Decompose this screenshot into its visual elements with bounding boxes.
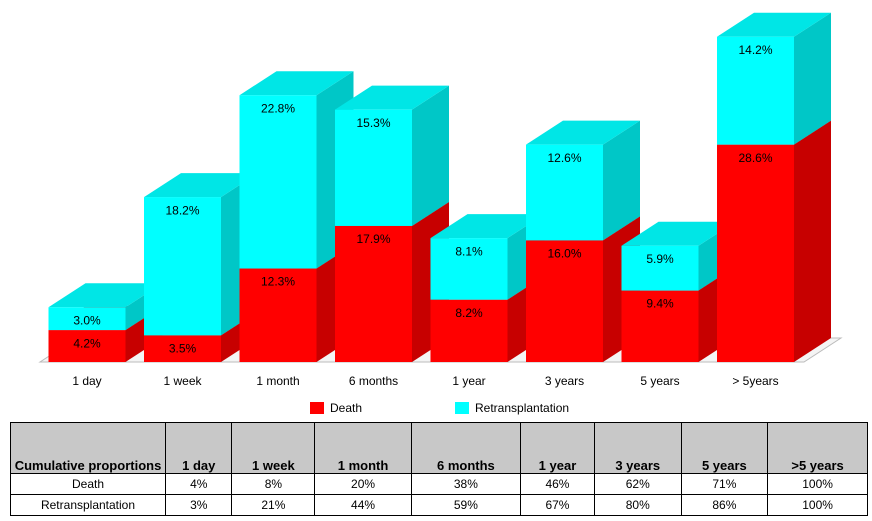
bar bbox=[144, 335, 221, 362]
value-label: 22.8% bbox=[261, 101, 295, 115]
header-cell: 6 months bbox=[410, 422, 521, 474]
x-tick-label: 6 months bbox=[349, 374, 398, 388]
bar bbox=[335, 109, 412, 226]
bar-top bbox=[430, 214, 545, 239]
legend-swatch bbox=[310, 402, 324, 414]
value-label: 3.0% bbox=[73, 313, 101, 327]
table-cell: 59% bbox=[410, 494, 521, 516]
x-tick-label: 1 month bbox=[256, 374, 299, 388]
table-cell: 21% bbox=[231, 494, 316, 516]
bar bbox=[430, 238, 508, 300]
bar-side bbox=[794, 12, 831, 145]
x-tick-label: 1 day bbox=[72, 374, 101, 388]
table-cell: 67% bbox=[519, 494, 595, 516]
chart: 4.2% 3.0% 1 day 3.5% 18.2% 1 week 12.3% 22.8% 1 … bbox=[38, 12, 843, 415]
table-cell: 3% bbox=[164, 494, 233, 516]
bar bbox=[621, 290, 699, 362]
legend-swatch bbox=[455, 402, 469, 414]
header-cell: 1 week bbox=[231, 422, 316, 474]
value-label: 8.2% bbox=[455, 306, 483, 320]
summary-table: Cumulative proportions 1 day 1 week 1 month… bbox=[10, 422, 868, 516]
table-cell: 46% bbox=[519, 473, 595, 495]
value-label: 9.4% bbox=[646, 297, 674, 311]
value-label: 14.2% bbox=[738, 43, 772, 57]
value-label: 15.3% bbox=[356, 116, 390, 130]
table-body: Death 4% 8% 20% 38% 46% 62% 71% 100% Retransplant… bbox=[10, 473, 868, 516]
legend-label: Death bbox=[330, 401, 362, 415]
bar bbox=[239, 95, 317, 269]
bar bbox=[48, 330, 126, 362]
header-cell: 1 year bbox=[519, 422, 595, 474]
table-cell: 100% bbox=[767, 494, 868, 516]
bar bbox=[717, 144, 794, 362]
table-cell: 20% bbox=[314, 473, 412, 495]
bar bbox=[239, 268, 317, 362]
value-label: 16.0% bbox=[547, 247, 581, 261]
header-cell: Cumulative proportions bbox=[10, 422, 166, 474]
x-tick-label: > 5years bbox=[732, 374, 778, 388]
bar-top bbox=[144, 173, 258, 198]
legend-label: Retransplantation bbox=[475, 401, 569, 415]
bar bbox=[717, 36, 794, 145]
table-cell: Death bbox=[10, 473, 166, 495]
bar-top bbox=[239, 71, 354, 96]
bar-top bbox=[48, 283, 163, 308]
value-label: 17.9% bbox=[356, 232, 390, 246]
bar bbox=[621, 245, 699, 291]
bar-side bbox=[412, 85, 449, 226]
table-cell: 86% bbox=[680, 494, 769, 516]
value-label: 18.2% bbox=[165, 203, 199, 217]
table-cell: 38% bbox=[410, 473, 521, 495]
value-label: 8.1% bbox=[455, 244, 483, 258]
bar bbox=[48, 307, 126, 331]
table-cell: 8% bbox=[231, 473, 316, 495]
header-cell: 1 month bbox=[314, 422, 412, 474]
table-cell: Retransplantation bbox=[10, 494, 166, 516]
table-cell: 80% bbox=[593, 494, 682, 516]
header-cell: 5 years bbox=[680, 422, 769, 474]
table-cell: 100% bbox=[767, 473, 868, 495]
table-cell: 71% bbox=[680, 473, 769, 495]
value-label: 5.9% bbox=[646, 252, 674, 266]
bar-top bbox=[717, 12, 831, 37]
value-label: 4.2% bbox=[73, 336, 101, 350]
bar bbox=[430, 299, 508, 362]
bar bbox=[526, 144, 603, 241]
value-label: 12.6% bbox=[547, 151, 581, 165]
table-row: Retransplantation 3% 21% 44% 59% 67% 80% 86% 100… bbox=[10, 494, 868, 516]
bar-top bbox=[621, 221, 736, 246]
bar bbox=[526, 240, 603, 362]
value-label: 12.3% bbox=[261, 275, 295, 289]
header-cell: 3 years bbox=[593, 422, 682, 474]
table-row: Death 4% 8% 20% 38% 46% 62% 71% 100% bbox=[10, 473, 868, 495]
header-cell: >5 years bbox=[767, 422, 868, 474]
header-row: Cumulative proportions 1 day 1 week 1 month… bbox=[10, 422, 868, 474]
table-cell: 62% bbox=[593, 473, 682, 495]
value-label: 28.6% bbox=[738, 151, 772, 165]
x-tick-label: 5 years bbox=[640, 374, 679, 388]
bar-top bbox=[526, 120, 640, 145]
bar bbox=[144, 197, 221, 336]
bar-side bbox=[603, 120, 640, 241]
bar-top bbox=[335, 85, 449, 110]
value-label: 3.5% bbox=[169, 342, 197, 356]
x-tick-label: 1 year bbox=[452, 374, 485, 388]
x-tick-label: 1 week bbox=[163, 374, 202, 388]
x-tick-label: 3 years bbox=[545, 374, 584, 388]
bar bbox=[335, 225, 412, 362]
table-cell: 4% bbox=[164, 473, 233, 495]
header-cell: 1 day bbox=[164, 422, 233, 474]
bar-side bbox=[794, 120, 831, 362]
table-cell: 44% bbox=[314, 494, 412, 516]
